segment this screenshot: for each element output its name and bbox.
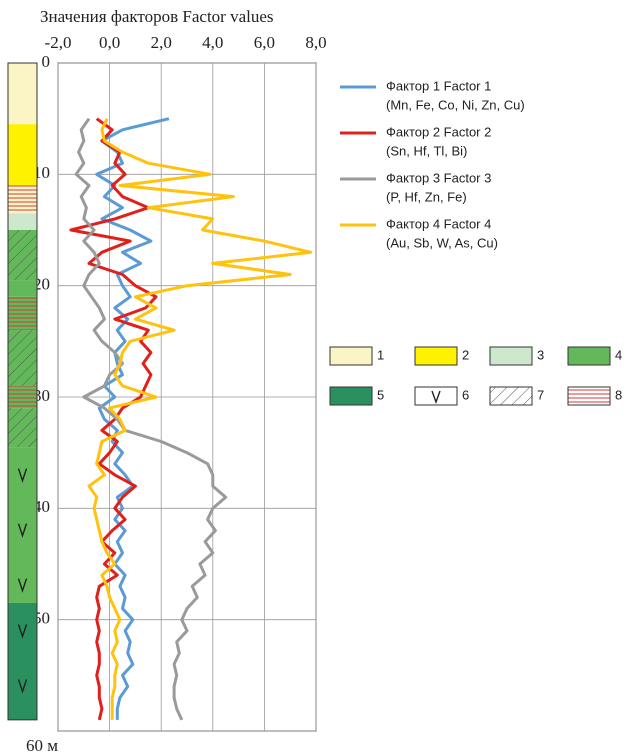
series-line	[87, 118, 313, 720]
unit-label: 1	[377, 347, 384, 362]
lithology-interval	[8, 408, 37, 448]
series-line	[69, 117, 158, 721]
lithology-frame	[7, 62, 38, 721]
lithology-interval	[8, 124, 37, 186]
lithology-interval	[8, 230, 37, 281]
unit-label: 7	[537, 387, 544, 402]
lithology-interval	[8, 330, 37, 386]
x-tick-label: 6,0	[254, 33, 275, 52]
lithology-column	[7, 62, 38, 721]
legend-elements: (Sn, Hf, Tl, Bi)	[386, 143, 467, 158]
lithology-interval	[8, 280, 37, 297]
lithology-interval	[8, 447, 37, 603]
v-symbol	[17, 523, 28, 538]
legend-elements: (P, Hf, Zn, Fe)	[386, 189, 467, 204]
lithology-interval	[8, 296, 37, 331]
legend-label: Фактор 4 Factor 4	[386, 216, 491, 231]
x-tick-label: 4,0	[202, 33, 223, 52]
unit-swatch	[414, 386, 458, 406]
unit-label: 4	[615, 347, 622, 362]
legend-label: Фактор 3 Factor 3	[386, 170, 491, 185]
x-tick-label: 0,0	[99, 33, 120, 52]
unit-label: 6	[462, 387, 469, 402]
legend: Фактор 1 Factor 1 (Mn, Fe, Co, Ni, Zn, Cu…	[329, 78, 622, 406]
v-symbol	[17, 578, 28, 593]
unit-label: 2	[462, 347, 469, 362]
lithology-interval	[8, 185, 37, 214]
x-tick-label: 8,0	[305, 33, 326, 52]
unit-swatch	[329, 386, 373, 406]
v-symbol	[17, 468, 28, 483]
series-lines	[69, 117, 313, 721]
chart-title: Значения факторов Factor values	[40, 7, 274, 26]
unit-swatch	[329, 346, 373, 366]
v-symbol	[431, 390, 441, 405]
legend-elements: (Mn, Fe, Co, Ni, Zn, Cu)	[386, 97, 525, 112]
legend-elements: (Au, Sb, W, As, Cu)	[386, 235, 498, 250]
y-tick-label: 60 м	[26, 736, 58, 755]
y-tick-label: 0	[42, 52, 51, 71]
legend-label: Фактор 2 Factor 2	[386, 124, 491, 139]
lithology-interval	[8, 213, 37, 230]
unit-label: 3	[537, 347, 544, 362]
lithology-interval	[8, 385, 37, 409]
unit-label: 5	[377, 387, 384, 402]
x-tick-label: -2,0	[45, 33, 72, 52]
v-symbol	[17, 624, 28, 639]
unit-pattern	[489, 386, 533, 406]
x-tick-label: 2,0	[151, 33, 172, 52]
unit-swatch	[567, 346, 611, 366]
unit-label: 8	[615, 387, 622, 402]
series-line	[74, 117, 228, 721]
unit-swatch	[489, 346, 533, 366]
v-symbol	[17, 679, 28, 694]
legend-label: Фактор 1 Factor 1	[386, 78, 491, 93]
unit-swatch	[414, 346, 458, 366]
unit-pattern	[567, 386, 611, 406]
series-line	[95, 117, 170, 720]
lithology-interval	[8, 602, 37, 720]
lithology-interval	[8, 63, 37, 125]
